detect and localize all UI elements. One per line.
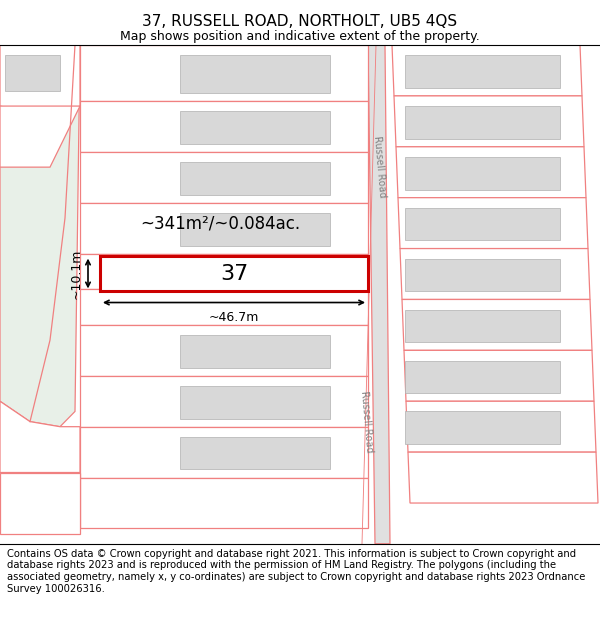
Bar [405,361,560,393]
Polygon shape [392,45,582,96]
Text: ~46.7m: ~46.7m [209,311,259,324]
Bar [405,411,560,444]
Polygon shape [0,401,80,472]
Bar [80,45,368,101]
Bar [180,386,330,419]
Text: Map shows position and indicative extent of the property.: Map shows position and indicative extent… [120,30,480,43]
Bar [180,213,330,246]
Text: ~10.1m: ~10.1m [70,248,83,299]
Bar [80,152,368,202]
Polygon shape [0,472,80,534]
Bar [180,162,330,194]
Bar [80,325,368,376]
Text: 37: 37 [220,264,248,284]
Bar [5,55,60,91]
Bar [405,309,560,342]
Polygon shape [406,401,596,452]
Bar [80,478,368,529]
Bar [180,55,330,93]
Bar [405,259,560,291]
Bar [405,208,560,241]
Text: Russell Road: Russell Road [373,136,388,199]
Bar [80,427,368,478]
Bar [180,437,330,469]
Polygon shape [408,452,598,503]
Bar [100,256,368,291]
Text: ~341m²/~0.084ac.: ~341m²/~0.084ac. [140,214,300,232]
Polygon shape [368,45,390,544]
Bar [180,335,330,367]
Polygon shape [0,106,80,167]
Bar [405,106,560,139]
Polygon shape [404,351,594,401]
Polygon shape [396,147,586,198]
Polygon shape [400,249,590,299]
Polygon shape [0,45,80,116]
Text: Contains OS data © Crown copyright and database right 2021. This information is : Contains OS data © Crown copyright and d… [7,549,586,594]
Polygon shape [394,96,584,147]
Text: 37, RUSSELL ROAD, NORTHOLT, UB5 4QS: 37, RUSSELL ROAD, NORTHOLT, UB5 4QS [142,14,458,29]
Bar [80,202,368,254]
Bar [405,55,560,88]
Bar [405,157,560,189]
Bar [80,101,368,152]
Bar [80,289,368,325]
Bar [80,376,368,427]
Polygon shape [402,299,592,351]
Text: Russell Road: Russell Road [359,390,374,453]
Bar [180,111,330,144]
Polygon shape [398,198,588,249]
Bar [80,254,368,289]
Polygon shape [0,45,80,427]
